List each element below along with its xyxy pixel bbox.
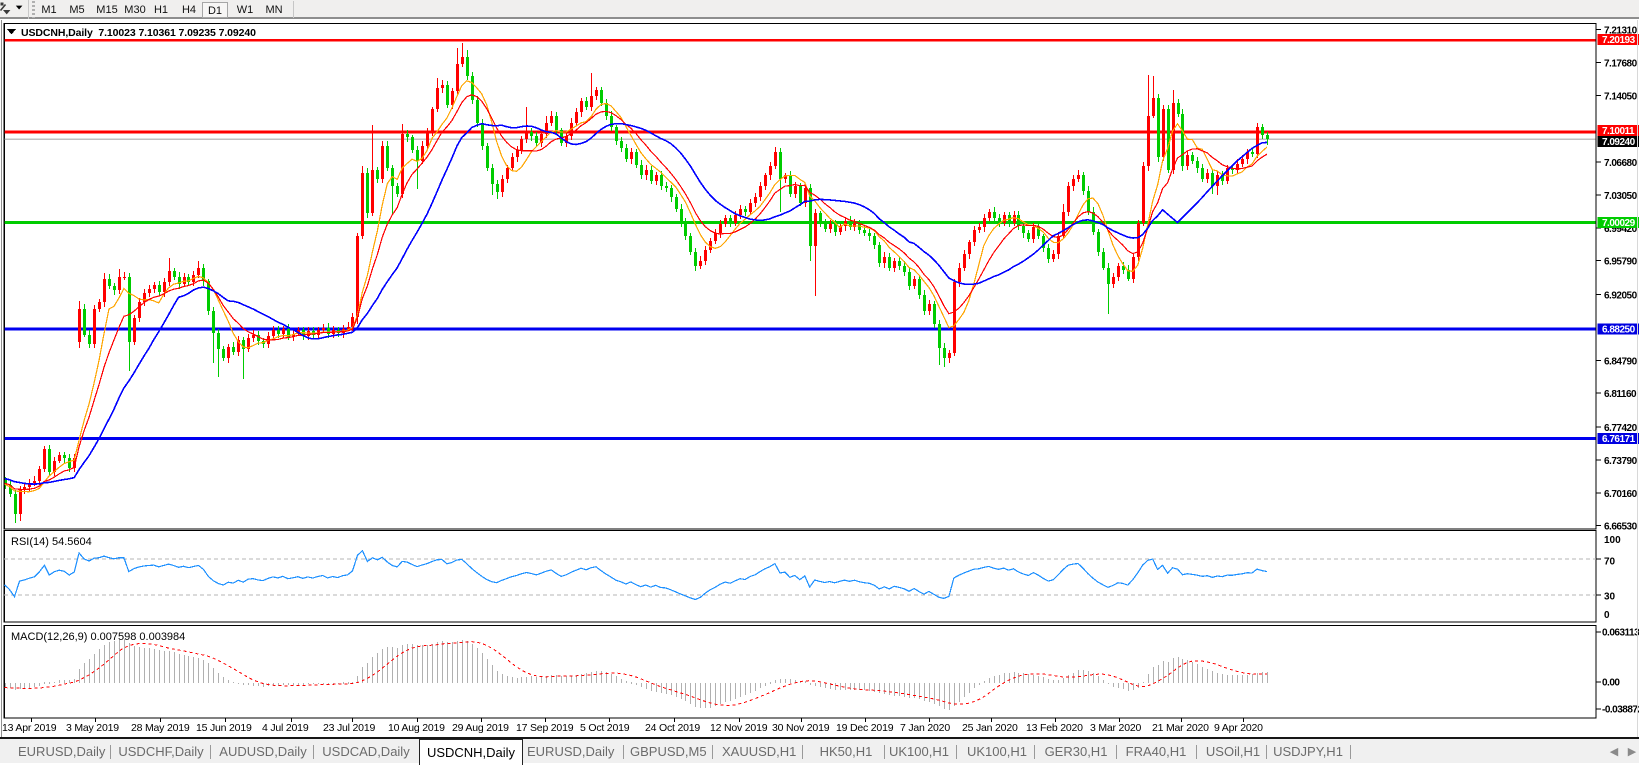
svg-text:0.00: 0.00 [1602, 678, 1620, 689]
svg-text:19 Dec 2019: 19 Dec 2019 [836, 722, 894, 734]
svg-text:MACD(12,26,9) 0.007598 0.00398: MACD(12,26,9) 0.007598 0.003984 [11, 631, 185, 643]
svg-text:28 May 2019: 28 May 2019 [131, 722, 190, 734]
svg-text:7.20193: 7.20193 [1602, 35, 1636, 46]
svg-text:6.92050: 6.92050 [1604, 291, 1638, 302]
svg-text:0: 0 [1604, 610, 1610, 621]
svg-text:0.063113: 0.063113 [1602, 628, 1639, 639]
svg-text:30: 30 [1604, 592, 1616, 603]
svg-text:RSI(14) 54.5604: RSI(14) 54.5604 [11, 536, 92, 548]
svg-text:6.73790: 6.73790 [1604, 456, 1638, 467]
svg-text:13 Apr 2019: 13 Apr 2019 [2, 722, 57, 734]
svg-text:6.66530: 6.66530 [1604, 522, 1638, 533]
svg-text:5 Oct 2019: 5 Oct 2019 [580, 722, 630, 734]
svg-text:15 Jun 2019: 15 Jun 2019 [196, 722, 252, 734]
svg-text:7.09240: 7.09240 [1602, 137, 1636, 148]
svg-text:3 Mar 2020: 3 Mar 2020 [1090, 722, 1141, 734]
svg-text:7.14050: 7.14050 [1604, 91, 1638, 102]
svg-text:7.10011: 7.10011 [1602, 126, 1635, 137]
svg-text:USDCNH,Daily 7.10023 7.10361: USDCNH,Daily 7.10023 7.10361 7.09235 7.0… [21, 27, 256, 39]
svg-text:6.84790: 6.84790 [1604, 356, 1638, 367]
svg-text:6.77420: 6.77420 [1604, 423, 1638, 434]
svg-text:30 Nov 2019: 30 Nov 2019 [772, 722, 830, 734]
svg-text:9 Apr 2020: 9 Apr 2020 [1214, 722, 1263, 734]
svg-text:7 Jan 2020: 7 Jan 2020 [900, 722, 950, 734]
svg-text:7.00029: 7.00029 [1602, 218, 1636, 229]
svg-text:13 Feb 2020: 13 Feb 2020 [1026, 722, 1083, 734]
svg-text:7.06680: 7.06680 [1604, 158, 1638, 169]
svg-text:7.17680: 7.17680 [1604, 58, 1638, 69]
svg-text:70: 70 [1604, 557, 1616, 568]
svg-text:29 Aug 2019: 29 Aug 2019 [452, 722, 509, 734]
svg-text:6.95790: 6.95790 [1604, 257, 1638, 268]
svg-text:3 May 2019: 3 May 2019 [66, 722, 119, 734]
svg-text:6.81160: 6.81160 [1604, 389, 1637, 400]
svg-text:-0.038872: -0.038872 [1602, 705, 1639, 716]
svg-text:6.70160: 6.70160 [1604, 489, 1638, 500]
svg-text:25 Jan 2020: 25 Jan 2020 [962, 722, 1018, 734]
svg-text:100: 100 [1604, 535, 1621, 546]
svg-text:12 Nov 2019: 12 Nov 2019 [710, 722, 768, 734]
svg-text:24 Oct 2019: 24 Oct 2019 [645, 722, 700, 734]
svg-text:17 Sep 2019: 17 Sep 2019 [516, 722, 574, 734]
svg-text:7.03050: 7.03050 [1604, 191, 1638, 202]
svg-text:23 Jul 2019: 23 Jul 2019 [323, 722, 375, 734]
svg-text:21 Mar 2020: 21 Mar 2020 [1152, 722, 1209, 734]
svg-text:4 Jul 2019: 4 Jul 2019 [262, 722, 309, 734]
svg-text:10 Aug 2019: 10 Aug 2019 [388, 722, 445, 734]
svg-text:6.88250: 6.88250 [1602, 325, 1636, 336]
svg-text:6.76171: 6.76171 [1602, 434, 1636, 445]
